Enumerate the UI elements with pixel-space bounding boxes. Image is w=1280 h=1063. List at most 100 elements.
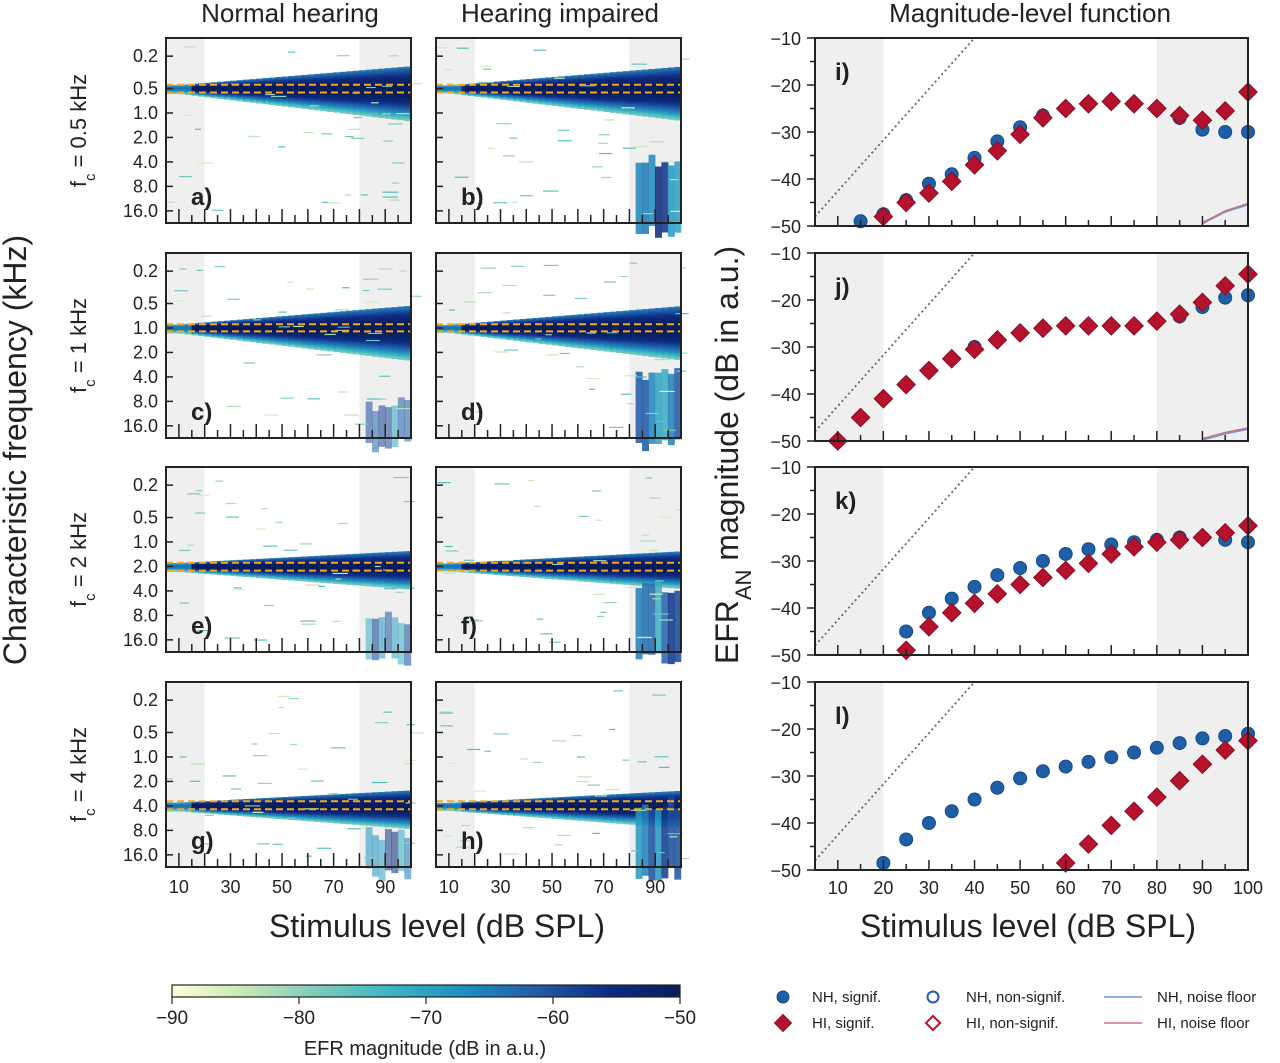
heatmap-speck <box>280 397 294 399</box>
heatmap-cell <box>538 330 546 333</box>
heatmap-cell <box>333 326 341 329</box>
heatmap-cell <box>500 324 508 327</box>
heatmap-cell <box>532 333 540 336</box>
heatmap-cell <box>384 345 392 349</box>
heatmap-cell <box>532 85 540 87</box>
heatmap-speck <box>649 141 665 143</box>
heatmap-cell <box>635 109 643 113</box>
heatmap-cell <box>404 355 412 359</box>
heatmap-cell <box>378 325 386 329</box>
heatmap-cell <box>230 97 238 99</box>
heatmap-cell <box>564 75 572 78</box>
heatmap-cell <box>268 570 276 572</box>
heatmap-cell <box>275 104 283 106</box>
heatmap-cell <box>294 556 302 559</box>
heatmap-cell <box>551 97 559 100</box>
heatmap-cell <box>301 317 309 319</box>
heatmap-cell <box>571 317 579 320</box>
heatmap-cell <box>314 104 321 107</box>
heatmap-cell <box>378 337 386 340</box>
heatmap-cell <box>584 95 591 98</box>
heatmap-cell <box>667 117 675 120</box>
heatmap-cell <box>372 564 380 567</box>
heatmap-cell <box>268 569 276 571</box>
heatmap-cell <box>596 335 604 338</box>
heatmap-cell <box>564 333 572 336</box>
heatmap-cell <box>191 334 199 336</box>
heatmap-cell <box>571 318 579 321</box>
heatmap-cell <box>558 340 566 343</box>
heatmap-cell <box>519 326 527 329</box>
heatmap-cell <box>268 85 276 87</box>
heatmap-cell <box>268 573 276 575</box>
heatmap-cell <box>654 355 662 358</box>
heatmap-cell <box>326 89 334 92</box>
heatmap-cell <box>584 82 591 85</box>
heatmap-cell <box>674 92 682 96</box>
heatmap-cell <box>487 85 495 87</box>
heatmap-cell <box>384 114 392 117</box>
heatmap-cell <box>487 89 495 91</box>
heatmap-cell <box>301 559 309 562</box>
heatmap-cell <box>667 98 675 102</box>
heatmap-cell <box>365 112 373 115</box>
heatmap-cell <box>404 103 412 106</box>
heatmap-cell <box>384 78 392 81</box>
heatmap-cell <box>532 81 540 84</box>
heatmap-cell <box>378 574 386 577</box>
heatmap-cell <box>654 309 662 313</box>
heatmap-cell <box>268 89 276 92</box>
heatmap-cell <box>314 340 321 343</box>
heatmap-cell <box>230 574 238 576</box>
heatmap-cell <box>262 560 270 562</box>
heatmap-cell <box>571 105 579 107</box>
heatmap-cell <box>391 350 399 353</box>
heatmap-cell <box>256 567 263 569</box>
heatmap-cell <box>346 565 354 567</box>
heatmap-cell <box>223 332 231 335</box>
heatmap-cell <box>359 563 367 566</box>
heatmap-cell <box>513 336 521 339</box>
heatmap-cell <box>596 94 604 97</box>
heatmap-cell <box>629 324 637 327</box>
heatmap-cell <box>667 102 675 106</box>
heatmap-cell <box>674 357 682 360</box>
heatmap-cell <box>326 556 334 558</box>
heatmap-cell <box>320 326 328 329</box>
heatmap-cell <box>372 554 380 557</box>
heatmap-cell <box>333 579 341 582</box>
heatmap-cell <box>301 100 309 103</box>
heatmap-cell <box>352 557 360 560</box>
heatmap-cell <box>629 317 637 320</box>
heatmap-cell <box>320 86 328 89</box>
heatmap-cell <box>564 326 572 329</box>
heatmap-cell <box>210 85 218 88</box>
heatmap-cell <box>622 344 630 347</box>
heatmap-cell <box>378 88 386 91</box>
heatmap-cell <box>262 87 270 89</box>
heatmap-cell <box>538 92 546 95</box>
heatmap-cell <box>391 88 399 91</box>
heatmap-cell <box>493 89 501 91</box>
heatmap-cell <box>288 96 296 99</box>
heatmap-cell <box>538 102 546 105</box>
heatmap-cell <box>590 329 598 332</box>
heatmap-cell <box>661 106 669 109</box>
heatmap-speck <box>679 267 687 269</box>
heatmap-cell <box>590 95 598 98</box>
heatmap-cell <box>249 576 257 578</box>
heatmap-cell <box>404 312 412 316</box>
heatmap-ytick-label: 4.0 <box>133 152 158 172</box>
heatmap-cell <box>571 94 579 97</box>
heatmap-cell <box>674 308 682 312</box>
heatmap-speck <box>654 359 670 361</box>
heatmap-cell <box>590 82 598 85</box>
heatmap-cell <box>397 317 405 320</box>
heatmap-cell <box>243 95 251 97</box>
heatmap-cell <box>275 575 283 577</box>
heatmap-cell <box>236 568 244 571</box>
heatmap-cell <box>609 311 617 314</box>
heatmap-speck <box>586 377 600 380</box>
heatmap-cell <box>629 89 637 93</box>
heatmap-cell <box>352 318 360 322</box>
